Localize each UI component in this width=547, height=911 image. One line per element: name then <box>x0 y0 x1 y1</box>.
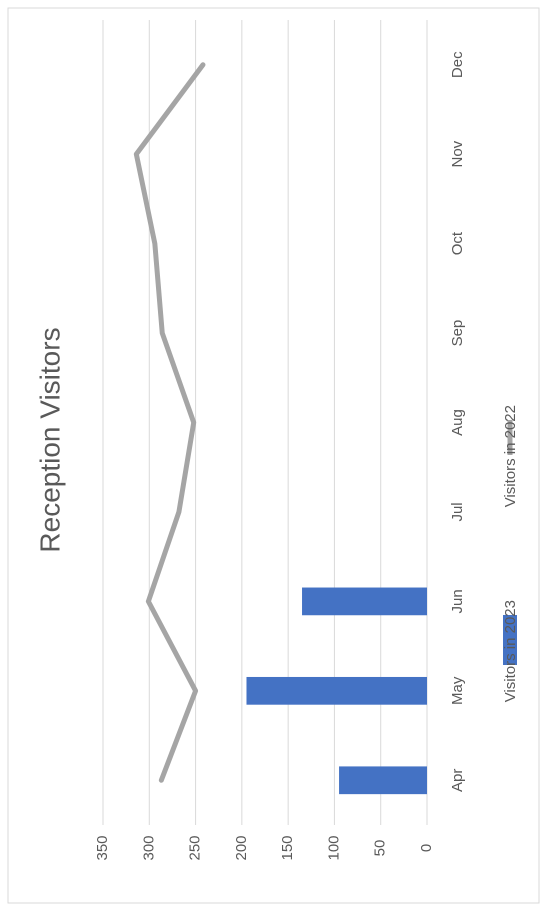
bar <box>339 766 427 795</box>
x-tick-label: Dec <box>449 51 466 78</box>
y-tick-label: 150 <box>279 835 296 860</box>
x-tick-label: Jul <box>449 502 466 521</box>
y-tick-label: 0 <box>418 844 435 852</box>
legend-label: Visitors in 2023 <box>502 600 519 702</box>
y-tick-label: 350 <box>94 835 111 860</box>
chart-frame <box>7 7 540 904</box>
legend-swatch <box>503 615 517 665</box>
x-tick-label: Apr <box>449 769 466 792</box>
line <box>133 62 206 783</box>
x-tick-label: Jun <box>449 589 466 613</box>
y-tick-label: 300 <box>140 835 157 860</box>
y-tick-label: 100 <box>325 835 342 860</box>
y-tick-label: 50 <box>372 840 389 857</box>
bar <box>246 676 427 705</box>
y-tick-label: 250 <box>187 835 204 860</box>
x-tick-label: Nov <box>449 140 466 167</box>
x-tick-label: Aug <box>449 409 466 436</box>
x-tick-label: Sep <box>449 320 466 347</box>
y-tick-label: 200 <box>233 835 250 860</box>
legend-label: Visitors in 2022 <box>502 405 519 507</box>
x-tick-label: Oct <box>449 231 466 255</box>
x-tick-label: May <box>449 676 466 705</box>
bar <box>302 587 427 616</box>
chart-title: Reception Visitors <box>34 327 65 552</box>
